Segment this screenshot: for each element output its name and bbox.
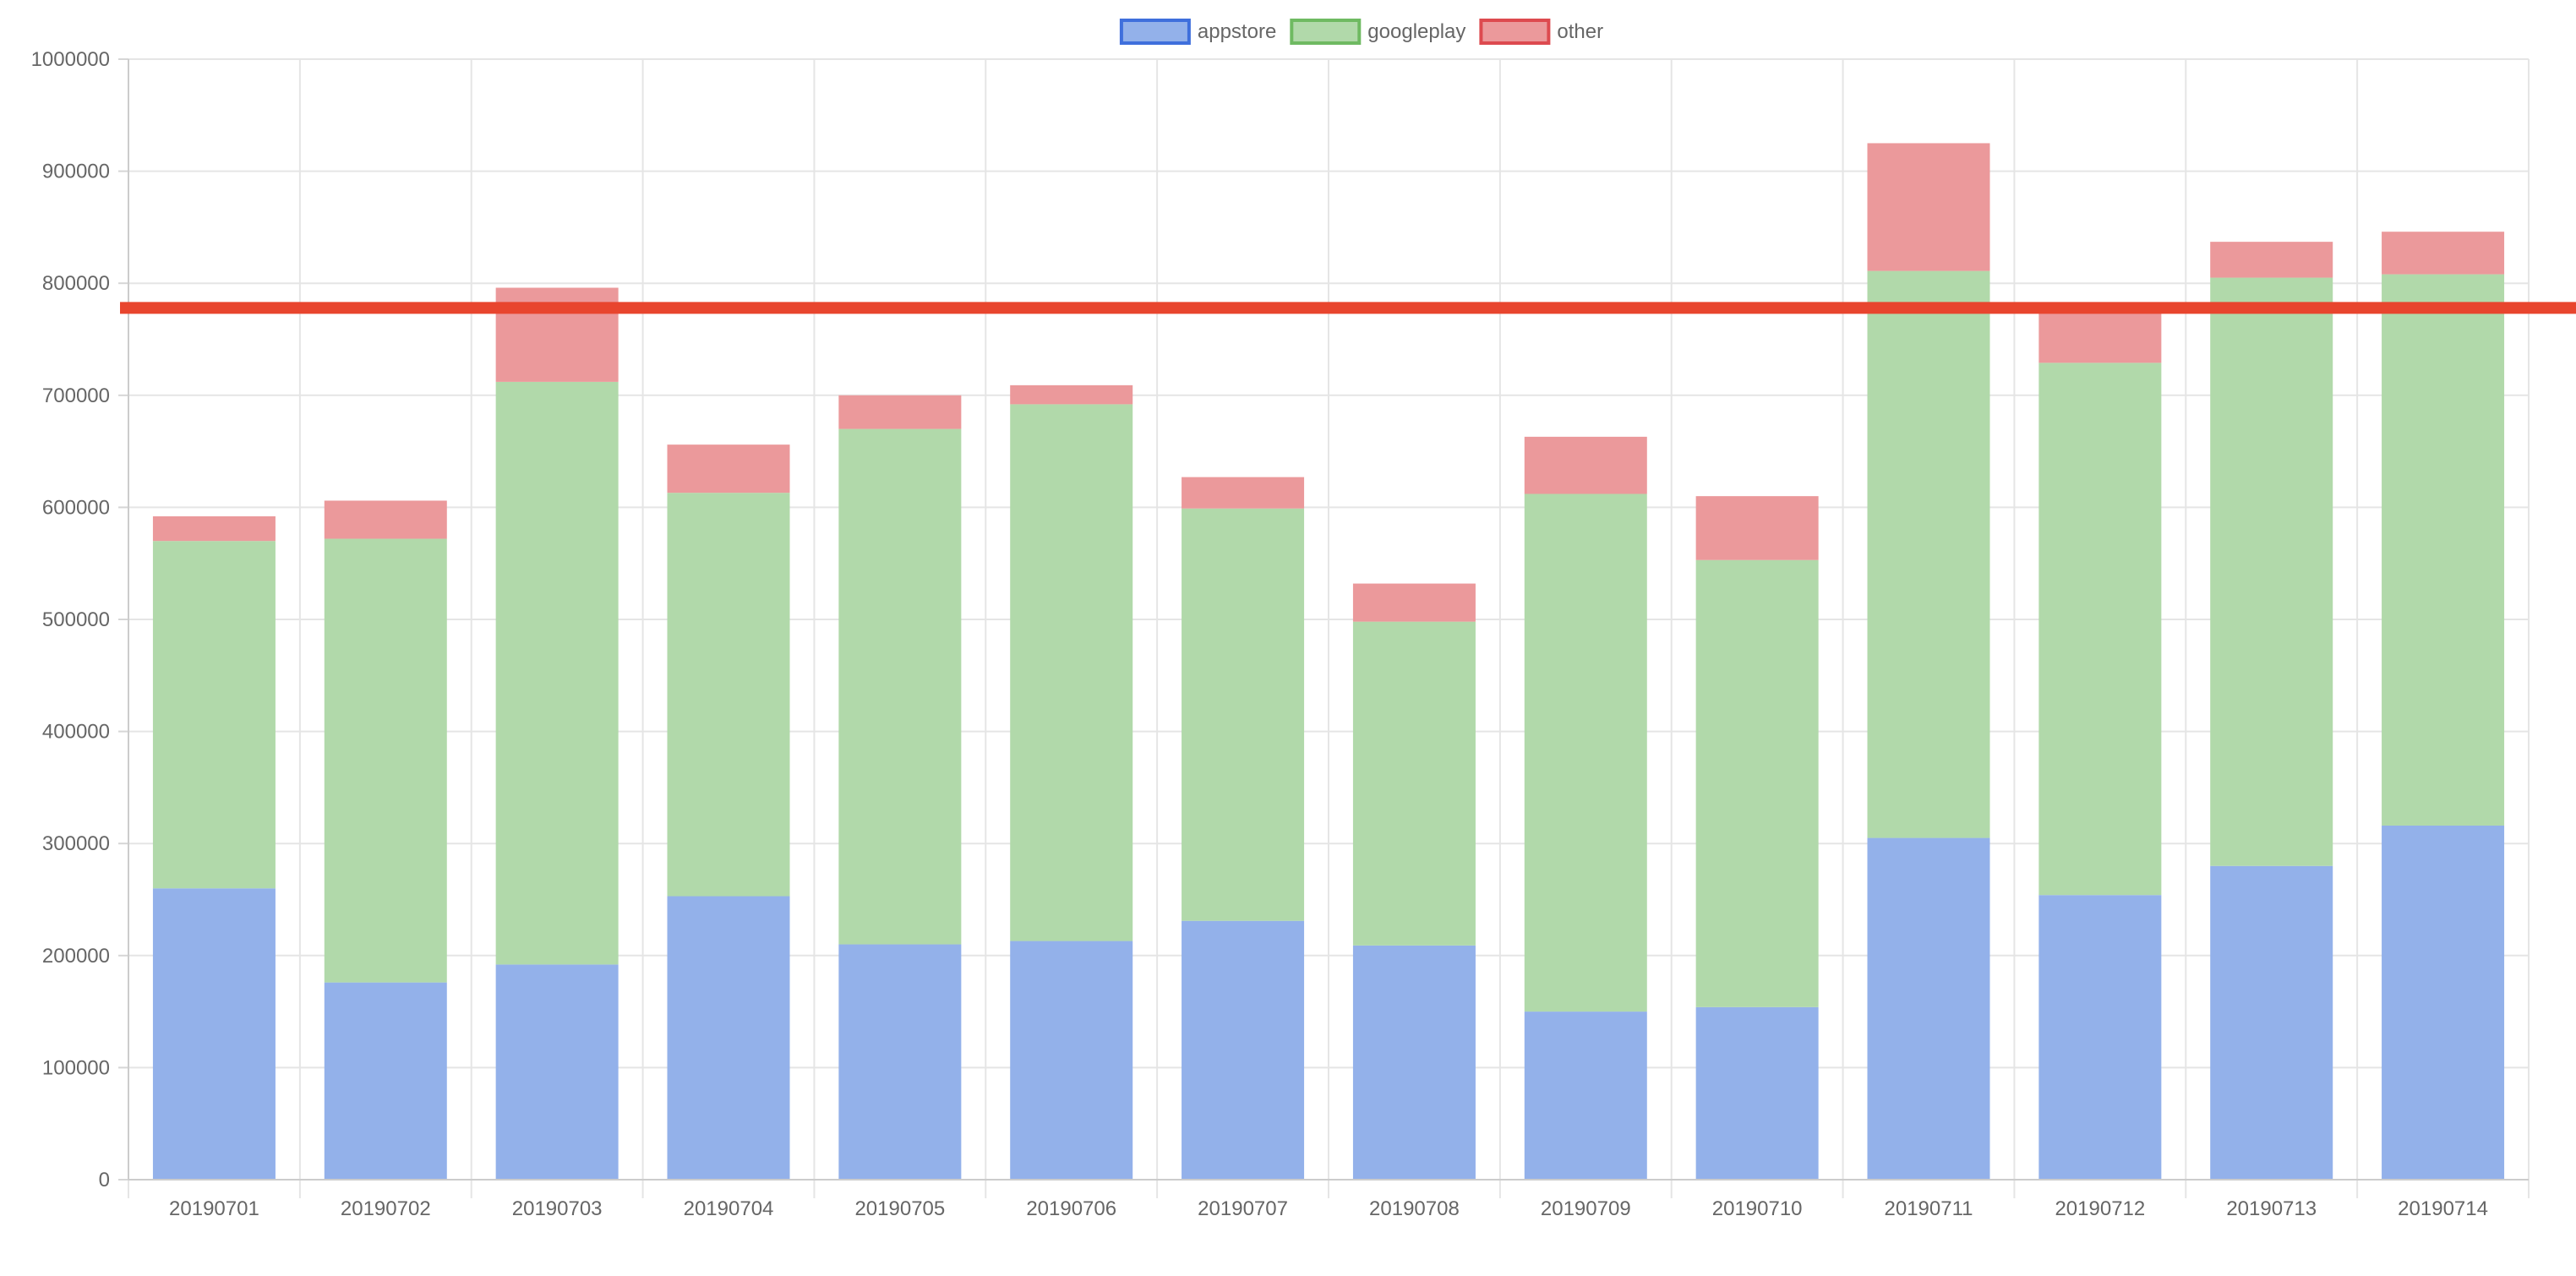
bar-stack-20190701[interactable] xyxy=(152,516,276,1180)
bar-appstore[interactable] xyxy=(1867,837,1990,1180)
bar-stack-20190702[interactable] xyxy=(324,500,447,1180)
bar-stack-20190703[interactable] xyxy=(495,287,619,1180)
bar-stacks xyxy=(152,143,2505,1180)
x-tick-label: 20190709 xyxy=(1541,1197,1631,1220)
bar-googleplay[interactable] xyxy=(1524,493,1647,1012)
bar-googleplay[interactable] xyxy=(1010,404,1133,941)
bar-appstore[interactable] xyxy=(2382,825,2505,1180)
bar-stack-20190707[interactable] xyxy=(1182,477,1305,1180)
legend-item-googleplay[interactable]: googleplay xyxy=(1290,19,1465,45)
bar-other[interactable] xyxy=(1182,477,1305,509)
bar-appstore[interactable] xyxy=(1182,920,1305,1180)
bar-googleplay[interactable] xyxy=(1867,270,1990,838)
x-tick-label: 20190701 xyxy=(169,1197,259,1220)
bar-other[interactable] xyxy=(495,287,619,382)
y-tick-label: 100000 xyxy=(42,1056,110,1079)
bar-googleplay[interactable] xyxy=(2210,277,2333,866)
legend-label-appstore: appstore xyxy=(1198,20,1276,43)
x-tick-label: 20190705 xyxy=(854,1197,945,1220)
x-tick-label: 20190708 xyxy=(1369,1197,1460,1220)
bar-appstore[interactable] xyxy=(2038,895,2162,1180)
y-axis-tick-labels: 0 100000 200000 300000 400000 500000 600000 700… xyxy=(31,48,110,1191)
x-tick-label: 20190714 xyxy=(2398,1197,2488,1220)
bar-other[interactable] xyxy=(1867,143,1990,271)
x-tick-label: 20190707 xyxy=(1198,1197,1288,1220)
y-tick-label: 600000 xyxy=(42,496,110,519)
bar-googleplay[interactable] xyxy=(838,428,962,945)
legend[interactable]: appstore googleplay other xyxy=(1119,19,1603,45)
x-tick-label: 20190702 xyxy=(341,1197,431,1220)
bar-googleplay[interactable] xyxy=(324,538,447,983)
bar-googleplay[interactable] xyxy=(1182,508,1305,921)
bar-googleplay[interactable] xyxy=(1695,559,1819,1007)
bar-other[interactable] xyxy=(1695,496,1819,560)
bar-other[interactable] xyxy=(1010,384,1133,405)
bar-appstore[interactable] xyxy=(1695,1006,1819,1180)
bar-appstore[interactable] xyxy=(1524,1012,1647,1180)
legend-swatch-googleplay xyxy=(1290,19,1362,45)
legend-swatch-appstore xyxy=(1119,19,1191,45)
y-tick-label: 500000 xyxy=(42,608,110,631)
bar-appstore[interactable] xyxy=(838,944,962,1180)
bar-googleplay[interactable] xyxy=(1352,621,1476,946)
bar-appstore[interactable] xyxy=(2210,865,2333,1180)
y-tick-label: 800000 xyxy=(42,272,110,295)
bar-other[interactable] xyxy=(2038,305,2162,363)
bar-googleplay[interactable] xyxy=(152,541,276,889)
axes xyxy=(118,58,2529,1181)
y-tick-label: 200000 xyxy=(42,945,110,968)
bar-stack-20190709[interactable] xyxy=(1524,436,1647,1180)
bar-stack-20190705[interactable] xyxy=(838,395,962,1180)
y-tick-label: 900000 xyxy=(42,161,110,183)
bar-appstore[interactable] xyxy=(495,964,619,1180)
bar-appstore[interactable] xyxy=(1010,941,1133,1180)
y-tick-label: 700000 xyxy=(42,384,110,407)
bar-other[interactable] xyxy=(667,444,790,493)
x-tick-label: 20190712 xyxy=(2055,1197,2145,1220)
bar-other[interactable] xyxy=(1352,583,1476,622)
bar-other[interactable] xyxy=(324,500,447,539)
bar-other[interactable] xyxy=(152,516,276,542)
bar-appstore[interactable] xyxy=(1352,945,1476,1180)
x-tick-label: 20190710 xyxy=(1712,1197,1803,1220)
x-axis-tick-labels: 20190701 20190702 20190703 20190704 20190705… xyxy=(169,1197,2488,1220)
bar-googleplay[interactable] xyxy=(2382,274,2505,826)
x-tick-label: 20190703 xyxy=(512,1197,603,1220)
bar-other[interactable] xyxy=(1524,436,1647,494)
legend-label-googleplay: googleplay xyxy=(1367,20,1465,43)
y-tick-label: 300000 xyxy=(42,832,110,855)
legend-swatch-other xyxy=(1479,19,1551,45)
bar-other[interactable] xyxy=(2382,232,2505,275)
bar-stack-20190706[interactable] xyxy=(1010,384,1133,1180)
bar-stack-20190704[interactable] xyxy=(667,444,790,1180)
legend-item-appstore[interactable]: appstore xyxy=(1119,19,1276,45)
y-tick-label: 1000000 xyxy=(31,48,110,71)
bar-stack-20190713[interactable] xyxy=(2210,242,2333,1180)
bar-appstore[interactable] xyxy=(152,888,276,1180)
bar-other[interactable] xyxy=(838,395,962,429)
x-tick-label: 20190706 xyxy=(1026,1197,1116,1220)
x-tick-label: 20190713 xyxy=(2226,1197,2317,1220)
bar-stack-20190714[interactable] xyxy=(2382,232,2505,1180)
bar-googleplay[interactable] xyxy=(667,493,790,897)
bar-googleplay[interactable] xyxy=(495,381,619,965)
y-tick-label: 400000 xyxy=(42,721,110,744)
x-tick-label: 20190711 xyxy=(1885,1197,1973,1220)
bar-appstore[interactable] xyxy=(324,982,447,1180)
bar-stack-20190708[interactable] xyxy=(1352,583,1476,1180)
bar-googleplay[interactable] xyxy=(2038,363,2162,896)
bar-stack-20190710[interactable] xyxy=(1695,496,1819,1180)
x-tick-label: 20190704 xyxy=(684,1197,774,1220)
y-tick-label: 0 xyxy=(99,1169,110,1191)
bar-other[interactable] xyxy=(2210,242,2333,278)
legend-item-other[interactable]: other xyxy=(1479,19,1603,45)
bar-stack-20190711[interactable] xyxy=(1867,143,1990,1180)
grid-lines xyxy=(128,58,2530,1198)
bar-appstore[interactable] xyxy=(667,896,790,1180)
legend-label-other: other xyxy=(1557,20,1603,43)
bar-stack-20190712[interactable] xyxy=(2038,305,2162,1180)
